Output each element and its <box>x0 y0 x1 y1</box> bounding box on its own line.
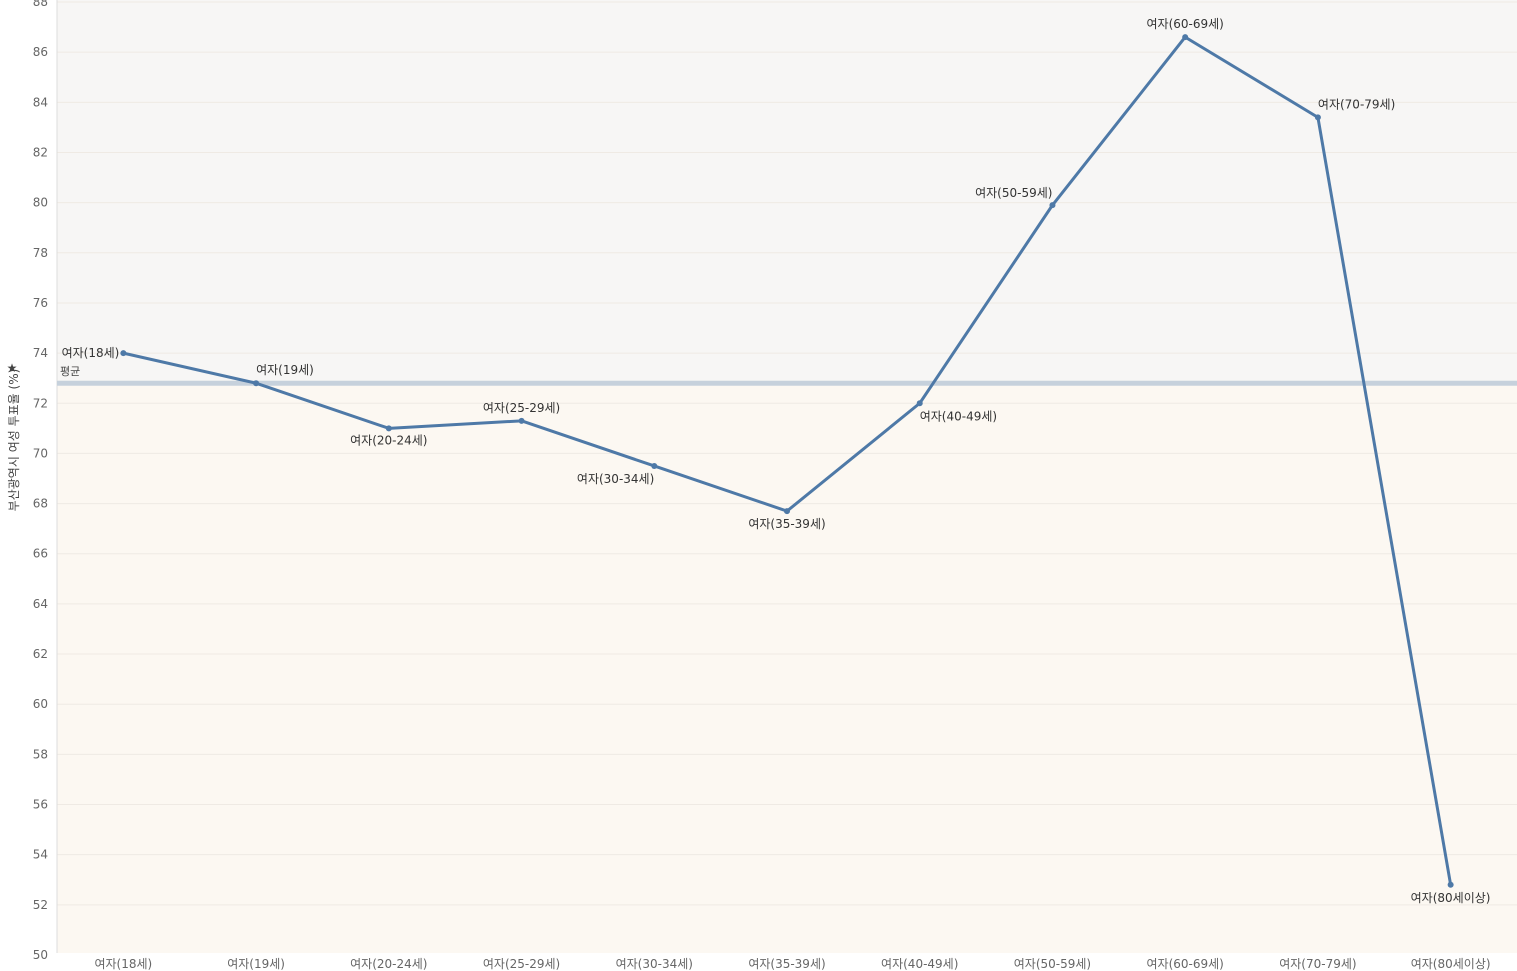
y-tick-label: 80 <box>33 196 48 210</box>
band-below-average <box>57 383 1517 953</box>
data-label: 여자(19세) <box>256 363 314 377</box>
x-tick-label: 여자(25-29세) <box>483 957 560 971</box>
data-label: 여자(35-39세) <box>748 517 825 531</box>
data-label: 여자(50-59세) <box>975 186 1052 200</box>
x-tick-label: 여자(70-79세) <box>1279 957 1356 971</box>
y-tick-label: 82 <box>33 145 48 159</box>
y-tick-label: 86 <box>33 45 48 59</box>
data-point[interactable] <box>253 380 260 387</box>
y-tick-label: 60 <box>33 697 48 711</box>
x-tick-label: 여자(20-24세) <box>350 957 427 971</box>
y-tick-label: 52 <box>33 898 48 912</box>
y-tick-label: 64 <box>33 597 48 611</box>
y-tick-label: 56 <box>33 798 48 812</box>
average-reference-line: 평균 <box>57 365 1517 386</box>
data-label: 여자(80세이상) <box>1411 891 1491 905</box>
band-above-average <box>57 0 1517 384</box>
data-label: 여자(40-49세) <box>920 409 997 423</box>
x-tick-label: 여자(18세) <box>94 957 152 971</box>
y-tick-label: 58 <box>33 747 48 761</box>
data-point[interactable] <box>518 417 525 424</box>
y-tick-label: 50 <box>33 948 48 962</box>
y-axis-ticks: 50 52 54 56 58 60 62 64 66 68 70 72 74 76 78 80 82 84 86 88 <box>33 0 48 962</box>
data-label: 여자(70-79세) <box>1318 97 1395 111</box>
data-point[interactable] <box>916 400 923 407</box>
data-points <box>120 34 1454 888</box>
y-tick-label: 78 <box>33 246 48 260</box>
data-point[interactable] <box>1314 114 1321 121</box>
y-tick-label: 66 <box>33 547 48 561</box>
y-tick-label: 76 <box>33 296 48 310</box>
x-tick-label: 여자(80세이상) <box>1411 957 1491 971</box>
data-point[interactable] <box>1447 881 1454 888</box>
x-tick-label: 여자(50-59세) <box>1014 957 1091 971</box>
data-point[interactable] <box>385 425 392 432</box>
data-label: 여자(25-29세) <box>483 401 560 415</box>
data-label: 여자(18세) <box>62 346 120 360</box>
y-tick-label: 70 <box>33 446 48 460</box>
pin-icon: ★ <box>7 361 18 375</box>
y-axis-title: 부산광역시 여성 투표율 (%) ★ <box>7 361 21 511</box>
data-point[interactable] <box>1182 34 1189 41</box>
y-tick-label: 54 <box>33 848 48 862</box>
y-tick-label: 72 <box>33 396 48 410</box>
background-bands <box>57 0 1517 953</box>
x-tick-label: 여자(19세) <box>227 957 285 971</box>
x-tick-label: 여자(30-34세) <box>616 957 693 971</box>
data-label: 여자(30-34세) <box>577 472 654 486</box>
data-label: 여자(60-69세) <box>1147 17 1224 31</box>
y-axis-label: 부산광역시 여성 투표율 (%) <box>7 369 21 512</box>
x-tick-label: 여자(40-49세) <box>881 957 958 971</box>
x-tick-label: 여자(35-39세) <box>748 957 825 971</box>
y-tick-label: 68 <box>33 497 48 511</box>
y-tick-label: 84 <box>33 95 48 109</box>
x-tick-label: 여자(60-69세) <box>1147 957 1224 971</box>
data-point[interactable] <box>651 462 658 469</box>
data-point[interactable] <box>1049 202 1056 209</box>
reference-line-label: 평균 <box>60 365 80 378</box>
data-label: 여자(20-24세) <box>350 433 427 447</box>
data-point[interactable] <box>120 350 127 357</box>
y-tick-label: 88 <box>33 0 48 9</box>
y-tick-label: 74 <box>33 346 48 360</box>
y-tick-label: 62 <box>33 647 48 661</box>
data-point[interactable] <box>784 508 790 515</box>
gridlines <box>56 0 1517 953</box>
x-axis-ticks: 여자(18세) 여자(19세) 여자(20-24세) 여자(25-29세) 여자(30-… <box>94 957 1490 971</box>
data-labels: 여자(18세) 여자(19세) 여자(20-24세) 여자(25-29세) 여자(30-… <box>62 17 1491 905</box>
